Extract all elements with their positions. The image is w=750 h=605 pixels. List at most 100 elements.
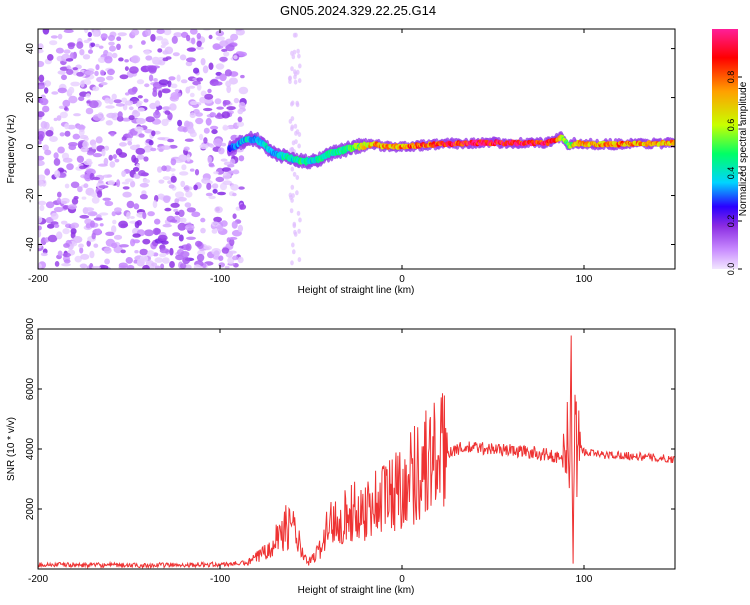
noise-blob xyxy=(92,86,100,92)
noise-blob xyxy=(189,112,196,119)
noise-blob xyxy=(144,83,150,88)
noise-blob xyxy=(200,90,207,97)
noise-streak xyxy=(287,76,292,81)
noise-blob xyxy=(83,39,90,44)
noise-blob xyxy=(186,57,196,63)
noise-blob xyxy=(215,176,225,183)
x-tick-label: 0 xyxy=(399,274,405,285)
noise-blob xyxy=(70,231,76,239)
noise-blob xyxy=(104,145,110,151)
noise-blob xyxy=(112,154,117,160)
noise-blob xyxy=(129,216,135,219)
noise-blob xyxy=(68,95,78,104)
noise-blob xyxy=(170,158,177,166)
noise-blob xyxy=(152,90,158,97)
noise-blob xyxy=(141,190,147,196)
noise-blob xyxy=(208,34,213,40)
noise-blob xyxy=(186,34,191,42)
noise-blob xyxy=(136,79,145,85)
noise-blob xyxy=(199,96,207,104)
noise-blob xyxy=(163,29,172,36)
noise-blob xyxy=(211,228,218,234)
noise-blob xyxy=(98,45,104,49)
noise-blob xyxy=(92,176,101,181)
noise-blob xyxy=(135,144,140,148)
noise-streak xyxy=(293,123,298,129)
noise-blob xyxy=(157,234,168,242)
noise-blob xyxy=(39,204,45,211)
noise-blob xyxy=(53,223,60,228)
noise-blob xyxy=(221,167,232,173)
noise-blob xyxy=(113,99,122,104)
noise-blob xyxy=(138,170,146,177)
x-tick-label: -100 xyxy=(210,274,230,285)
noise-blob xyxy=(221,111,230,119)
noise-blob xyxy=(70,81,81,87)
noise-blob xyxy=(120,249,126,254)
noise-blob xyxy=(131,154,137,163)
noise-blob xyxy=(72,133,81,140)
noise-blob xyxy=(98,180,104,184)
noise-blob xyxy=(160,263,165,269)
noise-blob xyxy=(157,48,163,53)
noise-blob xyxy=(216,224,224,232)
noise-blob xyxy=(194,169,200,176)
noise-blob xyxy=(42,144,49,151)
noise-blob xyxy=(77,186,83,193)
noise-blob xyxy=(80,253,90,260)
noise-blob xyxy=(169,103,177,111)
noise-blob xyxy=(88,49,93,54)
noise-blob xyxy=(170,219,178,223)
noise-blob xyxy=(184,138,194,142)
noise-blob xyxy=(219,73,227,82)
noise-blob xyxy=(184,224,195,231)
noise-blob xyxy=(233,55,238,60)
noise-streak xyxy=(297,78,302,84)
noise-blob xyxy=(76,71,84,77)
noise-blob xyxy=(91,196,100,204)
noise-blob xyxy=(182,126,188,133)
noise-blob xyxy=(171,35,178,44)
noise-blob xyxy=(178,234,184,242)
noise-blob xyxy=(116,43,121,50)
noise-streak xyxy=(295,100,300,106)
noise-streak xyxy=(290,124,295,130)
noise-blob xyxy=(60,200,68,205)
noise-blob xyxy=(59,111,68,119)
noise-blob xyxy=(238,155,245,162)
noise-blob xyxy=(93,243,99,248)
noise-blob xyxy=(191,37,196,45)
noise-blob xyxy=(223,51,230,57)
noise-blob xyxy=(80,80,85,88)
noise-blob xyxy=(145,55,153,61)
noise-blob xyxy=(142,264,150,269)
noise-blob xyxy=(196,40,202,47)
noise-blob xyxy=(57,87,67,94)
noise-streak xyxy=(293,69,297,75)
noise-blob xyxy=(76,41,84,49)
noise-blob xyxy=(47,234,58,243)
noise-blob xyxy=(79,247,84,254)
noise-blob xyxy=(127,88,137,95)
noise-blob xyxy=(63,259,71,264)
noise-blob xyxy=(126,264,135,269)
noise-blob xyxy=(119,244,129,248)
noise-blob xyxy=(217,191,226,196)
noise-blob xyxy=(79,214,90,219)
noise-blob xyxy=(68,86,75,94)
noise-blob xyxy=(213,216,223,223)
noise-blob xyxy=(56,197,62,204)
noise-blob xyxy=(144,129,153,134)
noise-streak xyxy=(296,210,301,216)
noise-blob xyxy=(57,191,62,198)
noise-blob xyxy=(221,247,230,254)
noise-blob xyxy=(66,69,74,75)
y-tick-label: 2000 xyxy=(25,497,36,520)
noise-blob xyxy=(184,185,190,192)
noise-blob xyxy=(98,185,109,189)
colorbar-tick-label: 0.8 xyxy=(726,71,736,84)
noise-blob xyxy=(87,31,93,38)
noise-blob xyxy=(195,117,204,125)
noise-blob xyxy=(39,98,49,106)
